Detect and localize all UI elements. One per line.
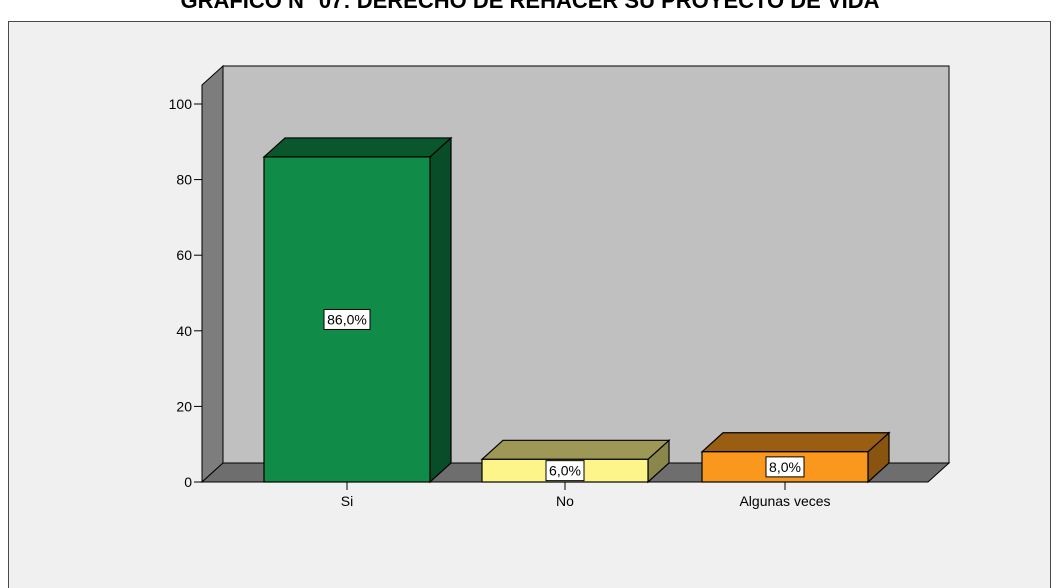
bar-side (429, 136, 452, 484)
y-tick-label-20: 20 (176, 398, 192, 414)
y-tick-label-0: 0 (184, 474, 192, 490)
chart-title: GRÁFICO N° 07: DERECHO DE REHACER SU PRO… (0, 0, 1060, 12)
data-label-box (323, 308, 371, 330)
side-wall (201, 64, 224, 484)
data-label-box (545, 460, 585, 482)
bar-no: 6,0% No (480, 438, 671, 509)
data-label: 8,0% (769, 459, 801, 475)
bar-top (700, 432, 891, 453)
x-tick-label-algunas-veces: Algunas veces (739, 493, 830, 509)
data-label: 86,0% (327, 311, 367, 327)
data-label: 6,0% (549, 463, 581, 479)
bar-si: 86,0% Si (262, 136, 453, 509)
y-tick-label-60: 60 (176, 247, 192, 263)
bar-top (480, 439, 671, 460)
bar-top (262, 137, 453, 158)
x-tick-label-si: Si (341, 493, 353, 509)
y-tick-label-100: 100 (169, 96, 193, 112)
y-tick-label-40: 40 (176, 323, 192, 339)
y-tick-label-80: 80 (176, 172, 192, 188)
data-label-box (765, 456, 805, 478)
bar-algunas-veces: 8,0% Algunas veces (700, 431, 891, 509)
x-tick-label-no: No (556, 493, 574, 509)
